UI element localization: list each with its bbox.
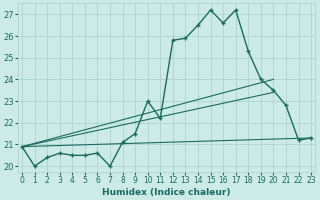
X-axis label: Humidex (Indice chaleur): Humidex (Indice chaleur) [102, 188, 231, 197]
